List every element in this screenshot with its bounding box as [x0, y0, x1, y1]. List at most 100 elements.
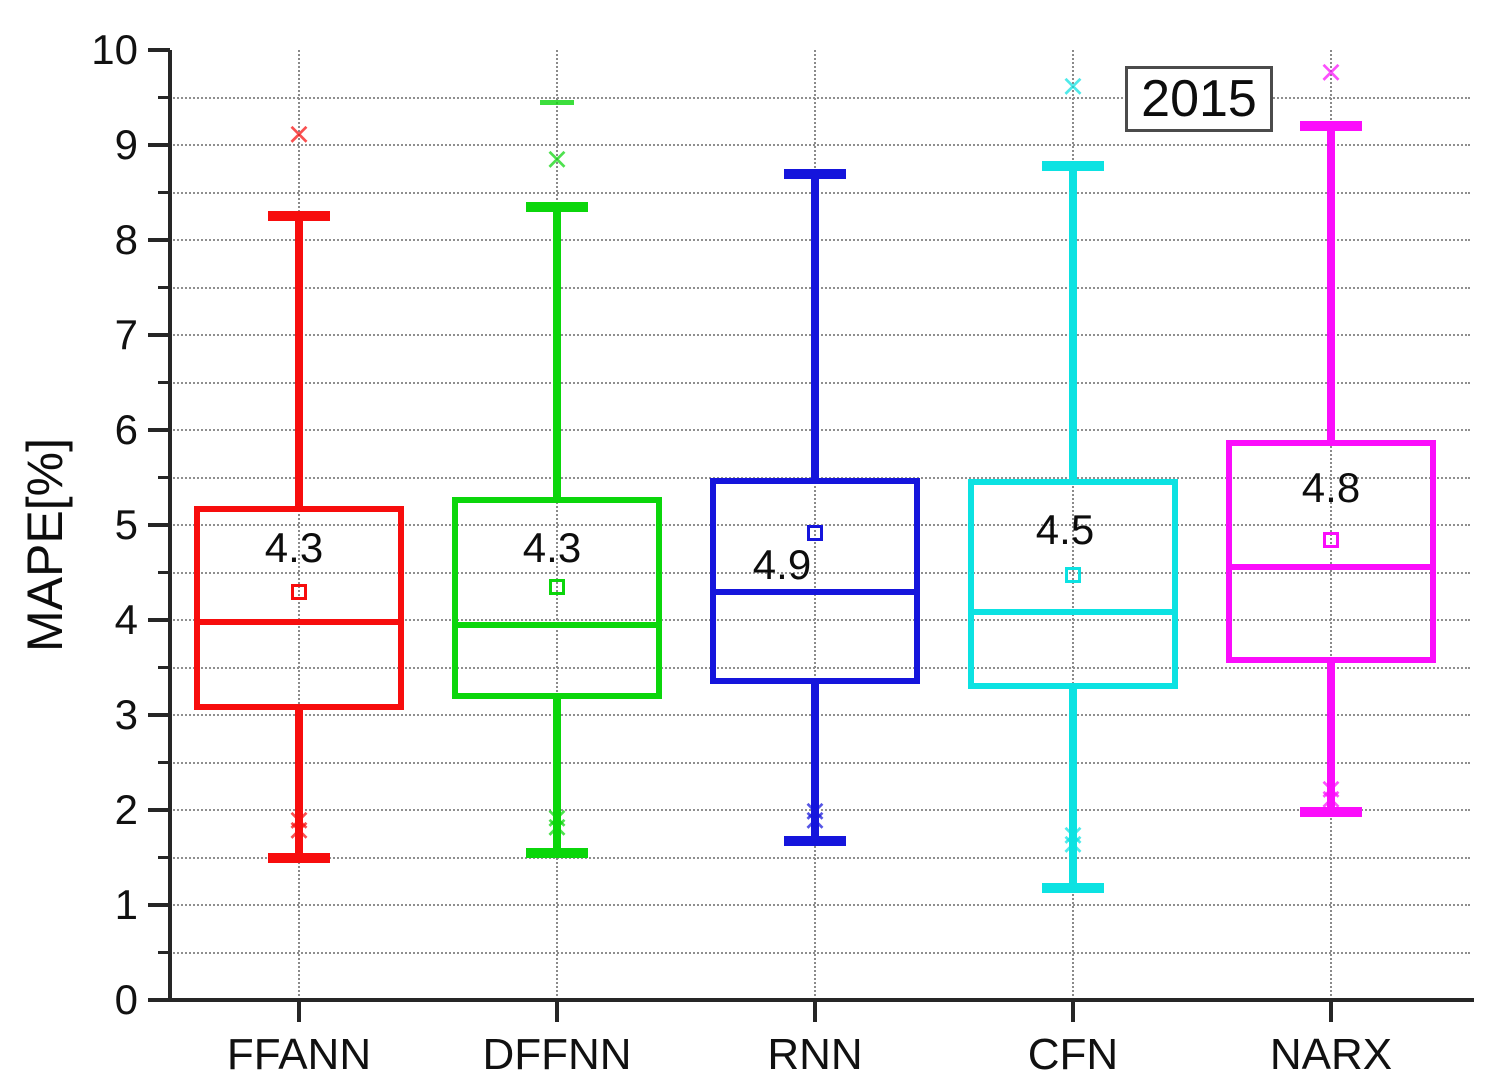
mean-value-label-rnn: 4.9 [752, 540, 812, 588]
gridline-horizontal [170, 144, 1470, 146]
whisker-upper-cfn [1069, 165, 1077, 480]
whisker-upper-rnn [811, 173, 819, 478]
gridline-horizontal [170, 904, 1470, 906]
y-axis-major-tick [148, 523, 170, 527]
y-axis-tick-label: 0 [114, 976, 138, 1023]
outlier-x-icon-narx: × [1319, 51, 1343, 94]
y-axis-tick-label: 10 [91, 26, 138, 73]
whisker-cap-top-cfn [1042, 160, 1104, 171]
whisker-lower-dffnn [553, 698, 561, 853]
y-axis-tick-label: 3 [114, 691, 138, 738]
gridline-horizontal [170, 666, 1470, 669]
whisker-cap-top-ffann [268, 211, 330, 222]
whisker-cap-bottom-narx [1300, 806, 1362, 817]
y-axis-tick-label: 9 [114, 121, 138, 168]
gridline-horizontal [170, 571, 1470, 574]
whisker-cap-top-dffnn [526, 201, 588, 212]
x-axis-category-label: NARX [1269, 1030, 1393, 1079]
y-axis-minor-tick [158, 951, 170, 954]
box-ffann [194, 506, 404, 711]
x-axis-tick [1071, 1000, 1075, 1022]
outlier-x-icon-ffann: × [287, 800, 311, 843]
whisker-cap-top-rnn [784, 168, 846, 179]
gridline-horizontal [170, 619, 1470, 621]
whisker-cap-bottom-cfn [1042, 882, 1104, 893]
gridline-horizontal [170, 809, 1470, 811]
y-axis-major-tick [148, 48, 170, 52]
y-axis-minor-tick [158, 571, 170, 574]
median-line-narx [1226, 563, 1436, 570]
x-axis-category-label: RNN [767, 1030, 863, 1079]
gridline-horizontal [170, 856, 1470, 859]
whisker-cap-bottom-rnn [784, 836, 846, 847]
y-axis-minor-tick [158, 476, 170, 479]
x-axis-tick [297, 1000, 301, 1022]
box-rnn [710, 477, 920, 684]
whisker-cap-bottom-ffann [268, 852, 330, 863]
median-line-rnn [710, 588, 920, 595]
outlier-x-icon-cfn: × [1061, 814, 1085, 857]
y-axis-tick-label: 2 [114, 786, 138, 833]
x-axis-category-label: DFFNN [482, 1030, 632, 1079]
y-axis-major-tick [148, 143, 170, 147]
y-axis-major-tick [148, 808, 170, 812]
y-axis-major-tick [148, 238, 170, 242]
y-axis-title: MAPE[%] [17, 438, 73, 652]
gridline-horizontal [170, 96, 1470, 99]
y-axis-major-tick [148, 428, 170, 432]
outlier-x-icon-narx: × [1319, 769, 1343, 811]
legend-label: 2015 [1141, 70, 1257, 128]
x-axis-tick [1329, 1000, 1333, 1022]
mean-marker-dffnn [549, 578, 565, 595]
outlier-x-icon-ffann: × [287, 113, 311, 156]
median-line-cfn [968, 609, 1178, 616]
whisker-lower-rnn [811, 683, 819, 842]
gridline-vertical [1072, 50, 1074, 1000]
median-line-dffnn [452, 621, 662, 628]
gridline-horizontal [170, 286, 1470, 289]
box-narx [1226, 439, 1436, 663]
gridline-horizontal [170, 951, 1470, 954]
whisker-upper-ffann [295, 216, 303, 506]
y-axis-minor-tick [158, 96, 170, 99]
outlier-x-icon-dffnn: × [545, 797, 569, 840]
x-axis-tick [555, 1000, 559, 1022]
outlier-x-icon-cfn: × [1061, 824, 1085, 867]
y-axis-tick-label: 8 [114, 216, 138, 263]
mean-marker-narx [1323, 532, 1339, 549]
gridline-horizontal [170, 334, 1470, 336]
y-axis-tick-label: 4 [114, 596, 138, 643]
outlier-x-icon-dffnn: × [545, 807, 569, 849]
y-axis-minor-tick [158, 666, 170, 669]
box-cfn [968, 479, 1178, 690]
outlier-x-icon-rnn: × [803, 800, 827, 843]
whisker-cap-bottom-dffnn [526, 847, 588, 858]
gridline-vertical [298, 50, 300, 1000]
x-axis-line [148, 998, 1474, 1002]
x-axis-category-label: CFN [1027, 1030, 1119, 1079]
y-axis-minor-tick [158, 191, 170, 194]
mean-value-label-dffnn: 4.3 [522, 523, 582, 571]
y-axis-tick-label: 6 [114, 406, 138, 453]
gridline-vertical [556, 50, 558, 1000]
median-line-ffann [194, 618, 404, 625]
gridline-horizontal [170, 429, 1470, 431]
gridline-horizontal [170, 761, 1470, 764]
y-axis-major-tick [148, 333, 170, 337]
y-axis-minor-tick [158, 856, 170, 859]
y-axis-major-tick [148, 998, 170, 1002]
mean-value-label-narx: 4.8 [1301, 463, 1361, 511]
outlier-x-icon-rnn: × [803, 790, 827, 833]
outlier-x-icon-narx: × [1319, 778, 1343, 821]
mean-value-label-ffann: 4.3 [264, 523, 324, 571]
whisker-lower-cfn [1069, 689, 1077, 888]
whisker-lower-ffann [295, 710, 303, 858]
x-axis-tick [813, 1000, 817, 1022]
mean-marker-ffann [291, 583, 307, 600]
gridline-vertical [1330, 50, 1332, 1000]
gridline-horizontal [170, 381, 1470, 384]
y-axis-minor-tick [158, 286, 170, 289]
y-axis-tick-label: 5 [114, 501, 138, 548]
gridline-horizontal [170, 239, 1470, 241]
y-axis-line [168, 50, 172, 1002]
